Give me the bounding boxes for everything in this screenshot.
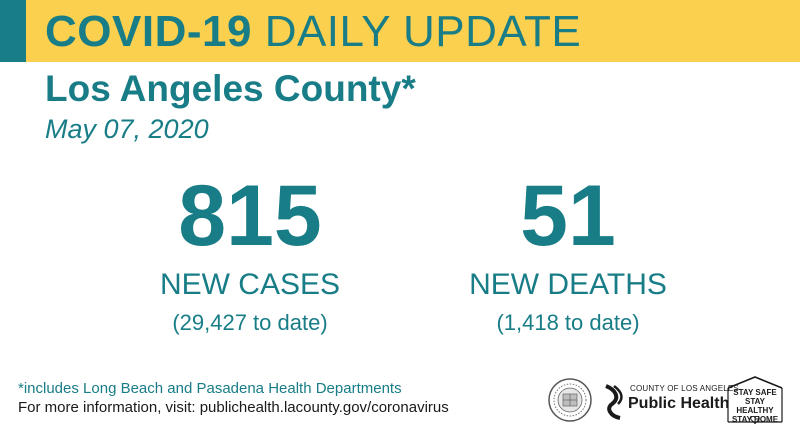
location-heading: Los Angeles County* bbox=[45, 68, 416, 109]
stay-safe-line-3: STAY HOME bbox=[731, 415, 779, 424]
stay-safe-line-1: STAY SAFE bbox=[733, 388, 777, 397]
public-health-logo-icon bbox=[605, 384, 623, 420]
heart-icon bbox=[750, 416, 760, 424]
stay-safe-line-2: STAY HEALTHY bbox=[736, 397, 774, 415]
public-health-logo: COUNTY OF LOS ANGELES Public Health bbox=[602, 382, 739, 422]
report-date: May 07, 2020 bbox=[45, 114, 209, 144]
page-title: COVID-19 DAILY UPDATE bbox=[45, 4, 581, 60]
title-rest: DAILY UPDATE bbox=[264, 7, 582, 56]
new-cases-stat: 815 NEW CASES (29,427 to date) bbox=[100, 168, 400, 338]
title-bold: COVID-19 bbox=[45, 7, 252, 56]
header-banner: COVID-19 DAILY UPDATE bbox=[0, 0, 800, 62]
new-deaths-value: 51 bbox=[520, 168, 616, 264]
stay-safe-text: STAY SAFE STAY HEALTHY STAY HOME bbox=[728, 388, 782, 424]
banner-accent-bar bbox=[0, 0, 26, 62]
footnote: *includes Long Beach and Pasadena Health… bbox=[18, 380, 402, 397]
new-deaths-stat: 51 NEW DEATHS (1,418 to date) bbox=[418, 168, 718, 338]
public-health-text: Public Health bbox=[628, 395, 730, 412]
county-seal-icon bbox=[548, 378, 592, 422]
public-health-county-text: COUNTY OF LOS ANGELES bbox=[630, 384, 739, 393]
new-deaths-label: NEW DEATHS bbox=[469, 268, 667, 301]
house-icon bbox=[727, 376, 783, 423]
stay-safe-logo: STAY SAFE STAY HEALTHY STAY HOME bbox=[724, 374, 786, 426]
new-cases-value: 815 bbox=[178, 168, 322, 264]
info-link-text: For more information, visit: publichealt… bbox=[18, 399, 449, 416]
cases-to-date: (29,427 to date) bbox=[172, 310, 328, 335]
deaths-to-date: (1,418 to date) bbox=[496, 310, 640, 335]
new-cases-label: NEW CASES bbox=[159, 268, 341, 301]
